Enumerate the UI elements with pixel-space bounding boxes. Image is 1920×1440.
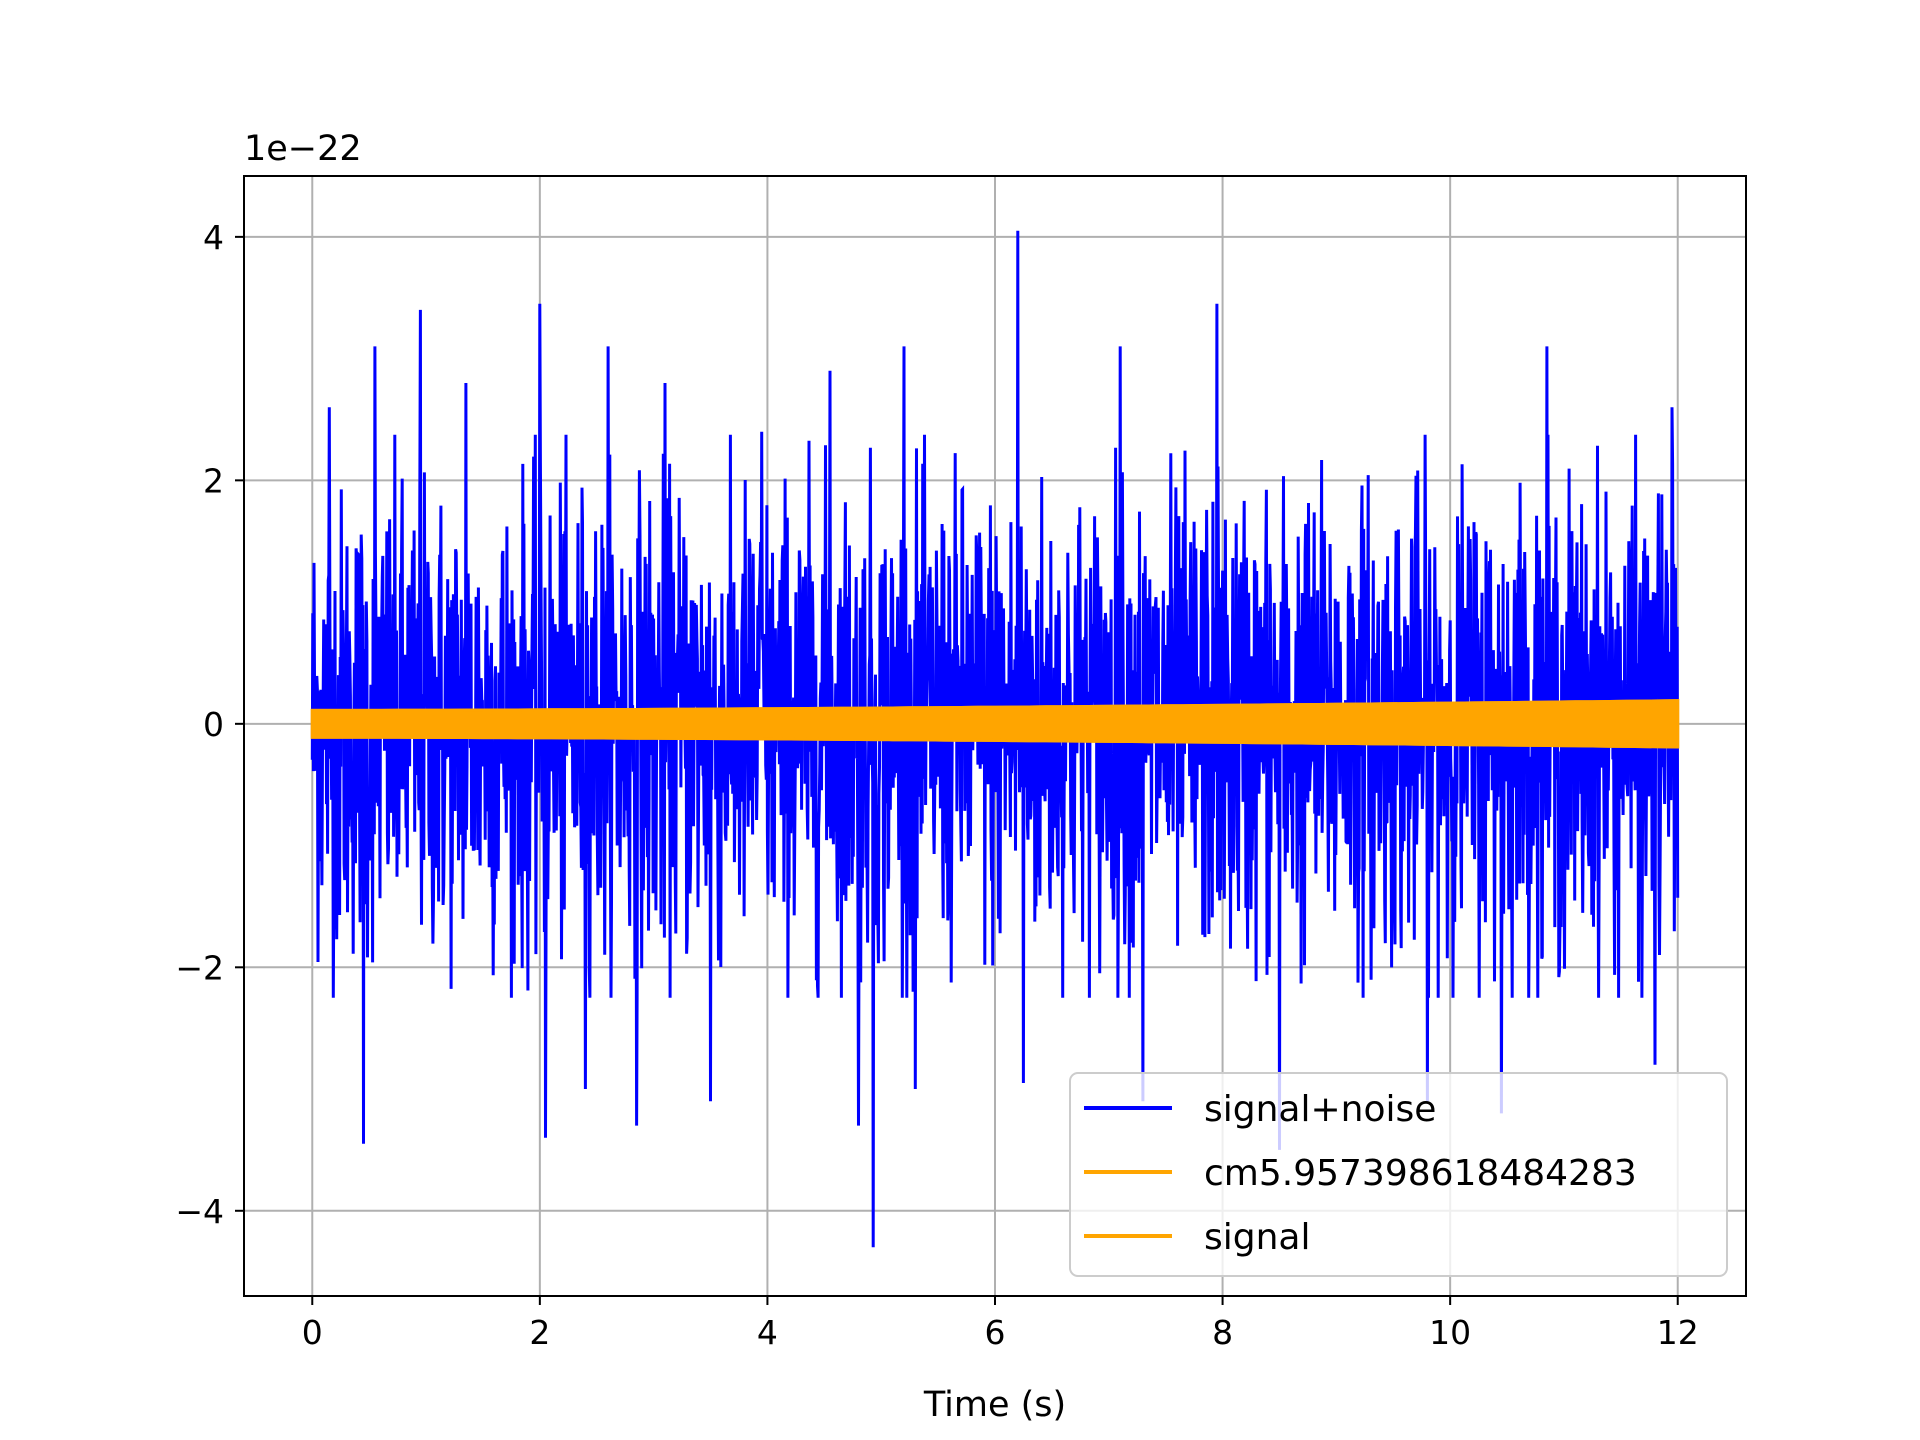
x-tick-label: 2 — [529, 1313, 550, 1352]
y-axis: −4 −2 0 2 4 — [175, 218, 244, 1231]
x-tick-label: 0 — [302, 1313, 323, 1352]
x-tick-label: 10 — [1429, 1313, 1471, 1352]
legend-label-cm: cm5.957398618484283 — [1204, 1153, 1637, 1194]
y-tick-label: −2 — [175, 948, 224, 987]
x-axis: 0 2 4 6 8 10 12 — [302, 1296, 1699, 1352]
y-tick-label: 0 — [203, 705, 224, 744]
legend-label-signal-noise: signal+noise — [1204, 1089, 1436, 1130]
x-tick-label: 6 — [985, 1313, 1006, 1352]
y-offset-label: 1e−22 — [244, 129, 362, 169]
series-line-signal-noise — [310, 230, 1680, 1248]
legend-label-signal: signal — [1204, 1217, 1311, 1258]
y-tick-label: 4 — [203, 218, 224, 257]
x-tick-label: 8 — [1212, 1313, 1233, 1352]
legend-box — [1069, 1072, 1728, 1277]
y-tick-label: −4 — [175, 1192, 224, 1231]
y-tick-label: 2 — [203, 461, 224, 500]
series-signal-band — [310, 699, 1680, 749]
series-band-signal — [310, 699, 1680, 749]
x-tick-label: 12 — [1657, 1313, 1699, 1352]
legend: signal+noise cm5.957398618484283 signal — [1069, 1072, 1728, 1277]
x-tick-label: 4 — [757, 1313, 778, 1352]
series-signal-noise — [310, 230, 1680, 1248]
x-axis-label: Time (s) — [923, 1385, 1066, 1425]
